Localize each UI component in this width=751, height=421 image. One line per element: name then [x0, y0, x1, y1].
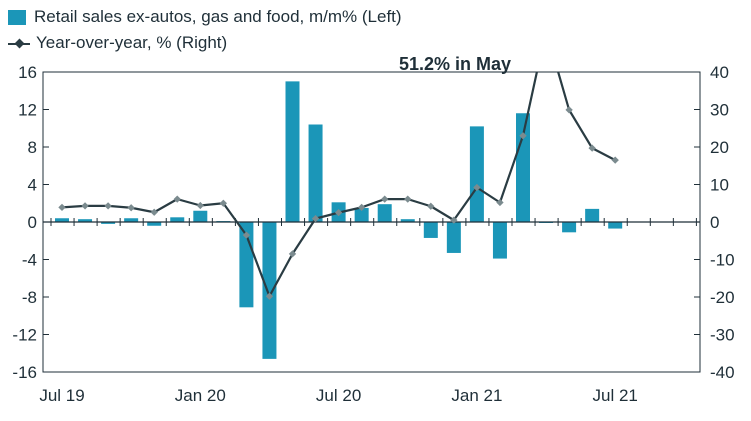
- bar: [78, 219, 93, 222]
- line-point: [265, 292, 274, 300]
- bar: [285, 81, 300, 222]
- bar: [308, 124, 323, 222]
- line-point: [219, 199, 228, 207]
- line-point: [58, 203, 66, 212]
- legend-label-line: Year-over-year, % (Right): [36, 33, 228, 52]
- bar: [492, 222, 507, 259]
- bar: [170, 217, 185, 222]
- line-point: [588, 144, 596, 152]
- line-point: [288, 250, 297, 258]
- x-tick-label: Jan 20: [175, 386, 226, 405]
- y-left-tick-label: 12: [18, 101, 37, 120]
- bar: [354, 207, 369, 222]
- y-right-tick-label: -40: [710, 363, 735, 382]
- yoy-line: [61, 72, 616, 298]
- y-left-tick-label: -16: [12, 363, 37, 382]
- legend-line-swatch: [8, 36, 30, 51]
- line-point: [611, 156, 619, 164]
- bar: [446, 222, 461, 253]
- bar: [400, 219, 415, 222]
- bar: [562, 222, 577, 233]
- bar: [377, 204, 392, 222]
- legend-item-bars: Retail sales ex-autos, gas and food, m/m…: [8, 4, 402, 30]
- line-point: [496, 198, 504, 207]
- x-tick-label: Jul 21: [593, 386, 638, 405]
- legend-label-bars: Retail sales ex-autos, gas and food, m/m…: [34, 7, 402, 26]
- y-left-tick-label: -4: [22, 251, 37, 270]
- bar: [147, 222, 162, 226]
- y-left-tick-label: -12: [12, 326, 37, 345]
- line-series-group: [58, 26, 619, 300]
- y-left-tick-label: 8: [28, 138, 37, 157]
- y-right-tick-label: -30: [710, 326, 735, 345]
- line-point: [104, 202, 112, 210]
- line-point: [357, 203, 366, 212]
- x-tick-label: Jul 19: [39, 386, 84, 405]
- bar: [193, 210, 208, 222]
- y-right-tick-label: -20: [710, 288, 735, 307]
- line-point: [81, 202, 89, 210]
- legend-item-line: Year-over-year, % (Right): [8, 30, 402, 56]
- bar: [124, 218, 139, 222]
- line-point: [381, 195, 389, 203]
- line-point: [404, 195, 412, 203]
- line-point: [542, 26, 549, 33]
- bar: [516, 113, 530, 222]
- annotation-peak: 51.2% in May: [399, 54, 511, 74]
- y-right-tick-label: -10: [710, 251, 735, 270]
- y-left-tick-label: -8: [22, 288, 37, 307]
- line-point: [196, 201, 204, 210]
- bar: [469, 126, 484, 222]
- legend: Retail sales ex-autos, gas and food, m/m…: [8, 4, 402, 56]
- line-point: [173, 195, 181, 203]
- y-right-tick-label: 30: [710, 101, 729, 120]
- x-tick-label: Jul 20: [316, 386, 361, 405]
- line-point: [473, 183, 481, 192]
- line-point: [519, 132, 527, 140]
- line-point: [450, 216, 458, 224]
- y-left-tick-label: 4: [28, 176, 37, 195]
- legend-bar-swatch: [8, 9, 26, 25]
- y-right-tick-label: 40: [710, 63, 729, 82]
- bar: [101, 222, 116, 224]
- y-left-tick-label: 16: [18, 63, 37, 82]
- y-right-tick-label: 20: [710, 138, 729, 157]
- line-point: [127, 204, 135, 212]
- bar: [585, 208, 600, 222]
- bar: [423, 222, 438, 238]
- bar: [262, 222, 277, 359]
- y-right-tick-label: 10: [710, 176, 729, 195]
- line-point: [334, 208, 343, 217]
- x-tick-label: Jan 21: [451, 386, 502, 405]
- bar: [55, 218, 69, 222]
- y-left-tick-label: 0: [28, 213, 37, 232]
- y-right-tick-label: 0: [710, 213, 719, 232]
- bar: [608, 222, 623, 229]
